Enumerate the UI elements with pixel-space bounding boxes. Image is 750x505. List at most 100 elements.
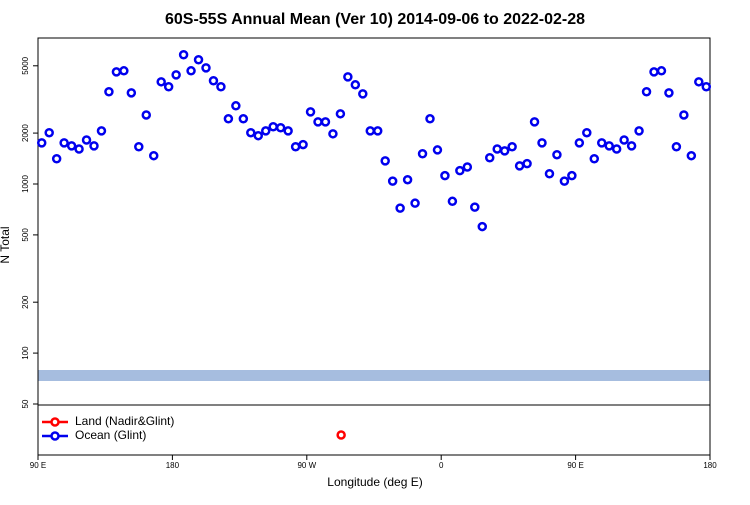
point — [186, 66, 196, 76]
point — [66, 141, 77, 151]
point — [171, 70, 181, 80]
x-tick-label: 90 W — [297, 461, 316, 470]
point — [298, 139, 308, 150]
point — [238, 114, 249, 124]
point — [223, 114, 234, 124]
point — [544, 168, 555, 179]
point — [148, 150, 159, 161]
point — [440, 170, 450, 181]
point — [268, 122, 278, 132]
point — [694, 77, 704, 87]
point — [260, 126, 271, 136]
point — [246, 127, 256, 138]
y-tick-label: 100 — [21, 346, 30, 360]
point — [626, 141, 637, 151]
point — [432, 145, 443, 155]
point — [104, 87, 114, 97]
point — [447, 196, 458, 207]
x-tick-label: 180 — [166, 461, 180, 470]
point — [641, 87, 652, 97]
legend-marker — [50, 431, 60, 441]
point — [313, 117, 323, 127]
point — [335, 109, 346, 119]
point — [477, 221, 488, 232]
point — [328, 129, 338, 139]
point — [275, 123, 286, 133]
x-tick-label: 90 E — [30, 461, 46, 470]
point — [619, 135, 629, 145]
point — [499, 146, 510, 156]
point — [231, 101, 241, 111]
x-tick-label: 180 — [703, 461, 717, 470]
point — [522, 158, 532, 169]
point — [671, 142, 682, 152]
legend-marker — [50, 417, 60, 427]
plot-frame — [37, 37, 711, 456]
point — [649, 67, 659, 77]
y-tick-label: 500 — [21, 228, 30, 242]
point — [201, 63, 211, 73]
point — [111, 67, 122, 77]
point — [134, 142, 144, 152]
point — [163, 81, 174, 92]
point — [343, 72, 353, 82]
x-tick-label: 0 — [439, 461, 444, 470]
point — [395, 203, 405, 213]
point — [425, 114, 435, 124]
point — [193, 54, 204, 65]
point — [336, 430, 346, 440]
point — [81, 135, 92, 145]
point — [358, 89, 368, 99]
point — [216, 81, 226, 92]
point — [574, 138, 585, 148]
chart-title: 60S-55S Annual Mean (Ver 10) 2014-09-06 … — [165, 11, 585, 28]
x-tick-label: 90 E — [567, 461, 583, 470]
point — [380, 156, 390, 166]
point — [611, 144, 622, 154]
point — [567, 170, 577, 181]
point — [44, 127, 54, 138]
point — [365, 126, 376, 136]
y-tick-label: 2000 — [21, 124, 30, 142]
point — [596, 138, 607, 148]
point — [664, 88, 674, 98]
point — [507, 142, 517, 152]
point — [141, 110, 152, 120]
point — [283, 126, 293, 136]
point — [208, 75, 219, 86]
y-tick-label: 50 — [21, 399, 30, 408]
legend-label: Land (Nadir&Glint) — [75, 414, 174, 428]
y-tick-label: 5000 — [21, 56, 30, 74]
point — [320, 117, 331, 127]
point — [350, 80, 361, 90]
point — [514, 161, 525, 171]
coverage-band — [38, 370, 710, 381]
point — [701, 81, 712, 92]
point — [402, 174, 413, 185]
point — [89, 141, 99, 151]
point — [552, 149, 562, 160]
point — [634, 126, 644, 136]
point — [156, 77, 166, 87]
point — [119, 66, 129, 76]
point — [387, 176, 398, 186]
point — [178, 50, 189, 60]
point — [462, 162, 473, 172]
point — [686, 150, 697, 161]
point — [679, 110, 689, 120]
point — [559, 176, 570, 186]
legend-label: Ocean (Glint) — [75, 428, 146, 442]
point — [582, 127, 592, 138]
y-tick-label: 200 — [21, 295, 30, 309]
point — [484, 152, 495, 163]
point — [253, 130, 264, 141]
point — [59, 138, 69, 148]
point — [492, 144, 502, 154]
point — [589, 154, 600, 164]
point — [36, 138, 47, 148]
point — [372, 126, 383, 136]
point — [96, 126, 107, 136]
point — [305, 107, 316, 117]
